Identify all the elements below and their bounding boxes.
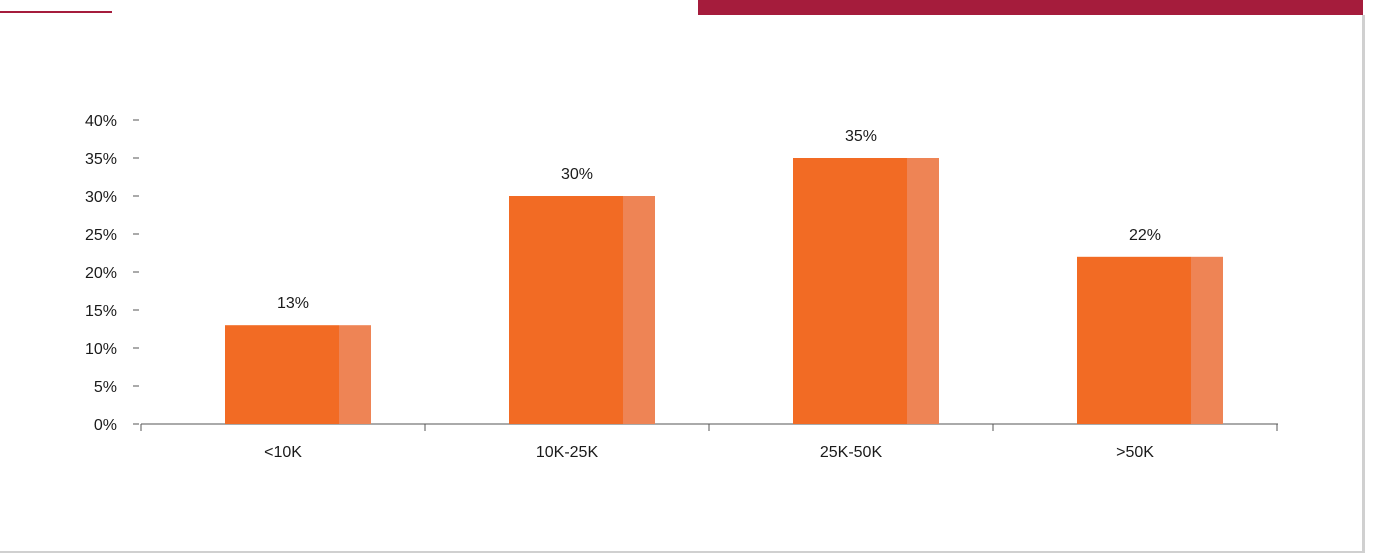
x-tick-label: 25K-50K	[820, 444, 883, 461]
top-banner	[698, 0, 1363, 15]
y-tick-label: 30%	[85, 189, 117, 206]
bar	[509, 196, 623, 424]
bar-side-shade	[623, 196, 655, 424]
bar	[793, 158, 907, 424]
x-axis: <10K 10K-25K 25K-50K >50K	[140, 423, 1278, 461]
bar-side-shade	[907, 158, 939, 424]
value-labels: 13% 30% 35% 22%	[277, 128, 1161, 312]
right-border	[1362, 15, 1365, 552]
data-label: 30%	[561, 166, 593, 183]
top-accent-line	[0, 0, 112, 13]
bar-side-shade	[339, 325, 371, 424]
x-tick-label: 10K-25K	[536, 444, 599, 461]
y-axis: 0% 5% 10% 15% 20% 25% 30% 35% 40%	[85, 113, 139, 434]
bottom-border	[0, 551, 1365, 553]
y-tick-label: 40%	[85, 113, 117, 130]
data-label: 13%	[277, 295, 309, 312]
bar	[1077, 256, 1191, 424]
y-tick-label: 0%	[94, 417, 117, 434]
y-tick-label: 10%	[85, 341, 117, 358]
bar-side-shade	[1191, 256, 1223, 424]
y-tick-label: 20%	[85, 265, 117, 282]
data-label: 35%	[845, 128, 877, 145]
y-tick-label: 25%	[85, 227, 117, 244]
bar-chart: 0% 5% 10% 15% 20% 25% 30% 35% 40% <10K 10K-25K 25K…	[85, 113, 1278, 461]
x-tick-label: >50K	[1116, 444, 1154, 461]
y-tick-label: 35%	[85, 151, 117, 168]
bars	[225, 158, 1223, 424]
y-tick-label: 5%	[94, 379, 117, 396]
x-tick-label: <10K	[264, 444, 302, 461]
bar	[225, 325, 339, 424]
y-tick-label: 15%	[85, 303, 117, 320]
data-label: 22%	[1129, 227, 1161, 244]
